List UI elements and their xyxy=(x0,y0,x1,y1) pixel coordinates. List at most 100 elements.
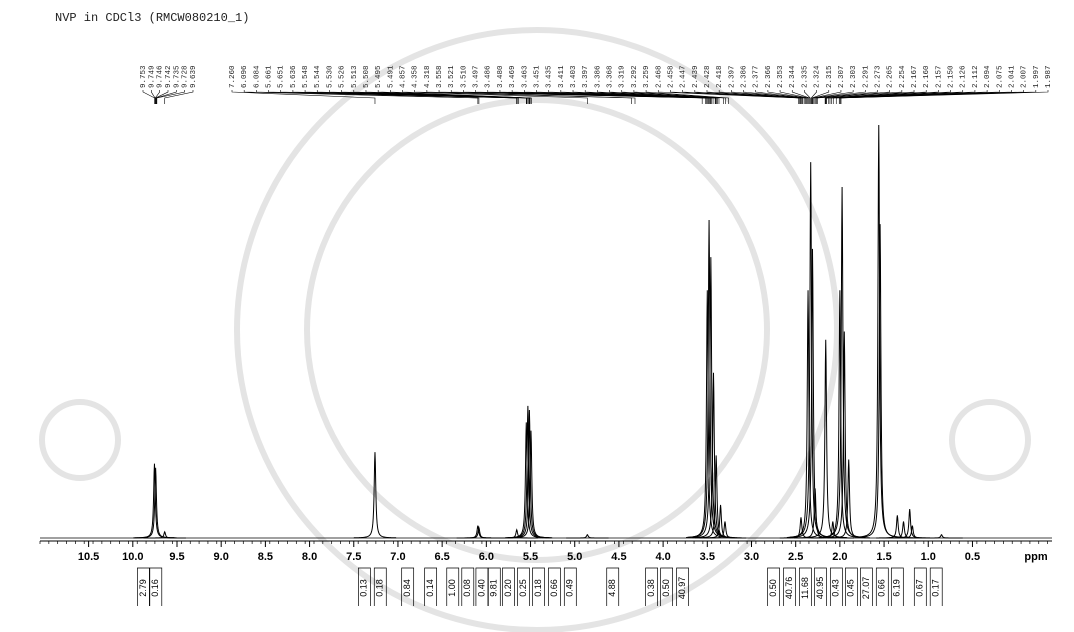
peak-leader xyxy=(609,90,720,104)
peak-leader xyxy=(804,90,811,104)
peak-label: 3.510 xyxy=(460,65,468,88)
integral-bracket xyxy=(829,567,843,606)
integral-bracket xyxy=(149,567,163,606)
peak-label: 2.273 xyxy=(874,65,882,88)
integral-bracket xyxy=(548,567,561,606)
integral-label: 4.88 xyxy=(607,579,617,597)
integral-bracket xyxy=(929,567,943,606)
x-tick-label: 2.5 xyxy=(788,551,803,563)
integral-bracket xyxy=(502,567,515,606)
watermark-ring xyxy=(304,97,770,563)
peak-label: 2.303 xyxy=(850,65,858,88)
x-tick-label: 5.5 xyxy=(523,551,538,563)
peak-label: 2.324 xyxy=(814,65,822,88)
peak-label: 2.344 xyxy=(789,65,797,88)
peak-leader xyxy=(779,90,809,104)
peak xyxy=(920,533,963,539)
peak-leader xyxy=(597,90,718,104)
peak-leader xyxy=(810,90,817,104)
peak-label: 2.041 xyxy=(1008,65,1016,88)
peak-label: 3.521 xyxy=(448,65,456,88)
integral-label: 0.45 xyxy=(846,579,856,597)
integral-label: 9.81 xyxy=(489,579,499,597)
x-tick-label: 10.5 xyxy=(78,551,99,563)
x-tick-label: 1.0 xyxy=(921,551,936,563)
peak xyxy=(694,455,738,539)
integral-bracket xyxy=(799,567,812,606)
x-tick-label: 9.0 xyxy=(214,551,229,563)
peak-label: 5.548 xyxy=(302,65,310,88)
peak-label: 2.366 xyxy=(765,65,773,88)
integral-label: 40.76 xyxy=(784,577,794,600)
integral-label: 0.18 xyxy=(375,579,385,597)
peak-label: 9.746 xyxy=(157,65,165,88)
peak-label: 6.096 xyxy=(241,65,249,88)
integral-label: 0.50 xyxy=(768,579,778,597)
peak-label: 9.749 xyxy=(148,65,156,88)
peak-label: 2.126 xyxy=(960,65,968,88)
peak xyxy=(823,331,866,539)
peak-label: 4.857 xyxy=(399,65,407,88)
peak-label: 6.084 xyxy=(253,65,261,88)
peak-leader xyxy=(621,90,724,104)
peak-leader xyxy=(791,90,810,104)
peak-label: 3.451 xyxy=(533,65,541,88)
peak-leader xyxy=(826,90,951,104)
peak-label: 2.167 xyxy=(911,65,919,88)
x-tick-label: 6.5 xyxy=(435,551,450,563)
peak-leader xyxy=(816,90,890,104)
peak-label: 3.497 xyxy=(473,65,481,88)
peak-label: 9.735 xyxy=(173,65,181,88)
peak xyxy=(703,521,747,539)
peak xyxy=(793,488,837,539)
integral-label: 40.97 xyxy=(677,577,687,600)
peak-leader xyxy=(811,90,830,104)
peak-label: 4.318 xyxy=(424,65,432,88)
peak-leader xyxy=(155,90,177,104)
peak-label: 2.265 xyxy=(887,65,895,88)
integral-label: 0.50 xyxy=(661,579,671,597)
peak-leader xyxy=(706,90,803,104)
peak xyxy=(566,533,609,539)
integral-bracket xyxy=(461,567,475,606)
peak xyxy=(827,459,870,539)
chart-title: NVP in CDCl3 (RMCW080210_1) xyxy=(55,11,249,25)
integral-label: 2.79 xyxy=(138,579,148,597)
peak xyxy=(495,528,538,539)
peak-leader xyxy=(825,90,939,104)
peak-label: 5.491 xyxy=(387,65,395,88)
peak-leader xyxy=(256,90,480,104)
peak-leader xyxy=(767,90,808,104)
watermark xyxy=(39,27,1031,632)
peak-label: 3.480 xyxy=(497,65,505,88)
peak-label: 2.353 xyxy=(777,65,785,88)
integral-bracket xyxy=(645,567,658,606)
integral-bracket xyxy=(875,567,889,606)
peak-leader xyxy=(817,90,903,104)
integral-bracket xyxy=(913,567,927,606)
peak xyxy=(882,521,925,539)
peak-leader xyxy=(682,90,801,104)
peak-label: 9.728 xyxy=(182,65,190,88)
peak-label: 3.259 xyxy=(643,65,651,88)
peak-leader xyxy=(731,90,806,104)
peak-label: 5.526 xyxy=(339,65,347,88)
peak-label: 5.636 xyxy=(290,65,298,88)
x-tick-label: 7.0 xyxy=(390,551,405,563)
integral-label: 11.68 xyxy=(800,577,810,599)
peak-label: 2.150 xyxy=(948,65,956,88)
peak-label: 2.007 xyxy=(1021,65,1029,88)
x-tick-label: 2.0 xyxy=(832,551,847,563)
x-tick-label: 3.5 xyxy=(700,551,715,563)
peak-leader xyxy=(840,90,1049,104)
peak-label: 3.469 xyxy=(509,65,517,88)
integral-bracket xyxy=(401,567,415,606)
x-tick-label: 10.0 xyxy=(122,551,143,563)
integral-bracket xyxy=(137,567,150,606)
peak-label: 7.260 xyxy=(229,65,237,88)
integral-label: 0.43 xyxy=(831,579,841,597)
integral-bracket xyxy=(563,567,577,606)
x-tick-label: 8.0 xyxy=(302,551,317,563)
